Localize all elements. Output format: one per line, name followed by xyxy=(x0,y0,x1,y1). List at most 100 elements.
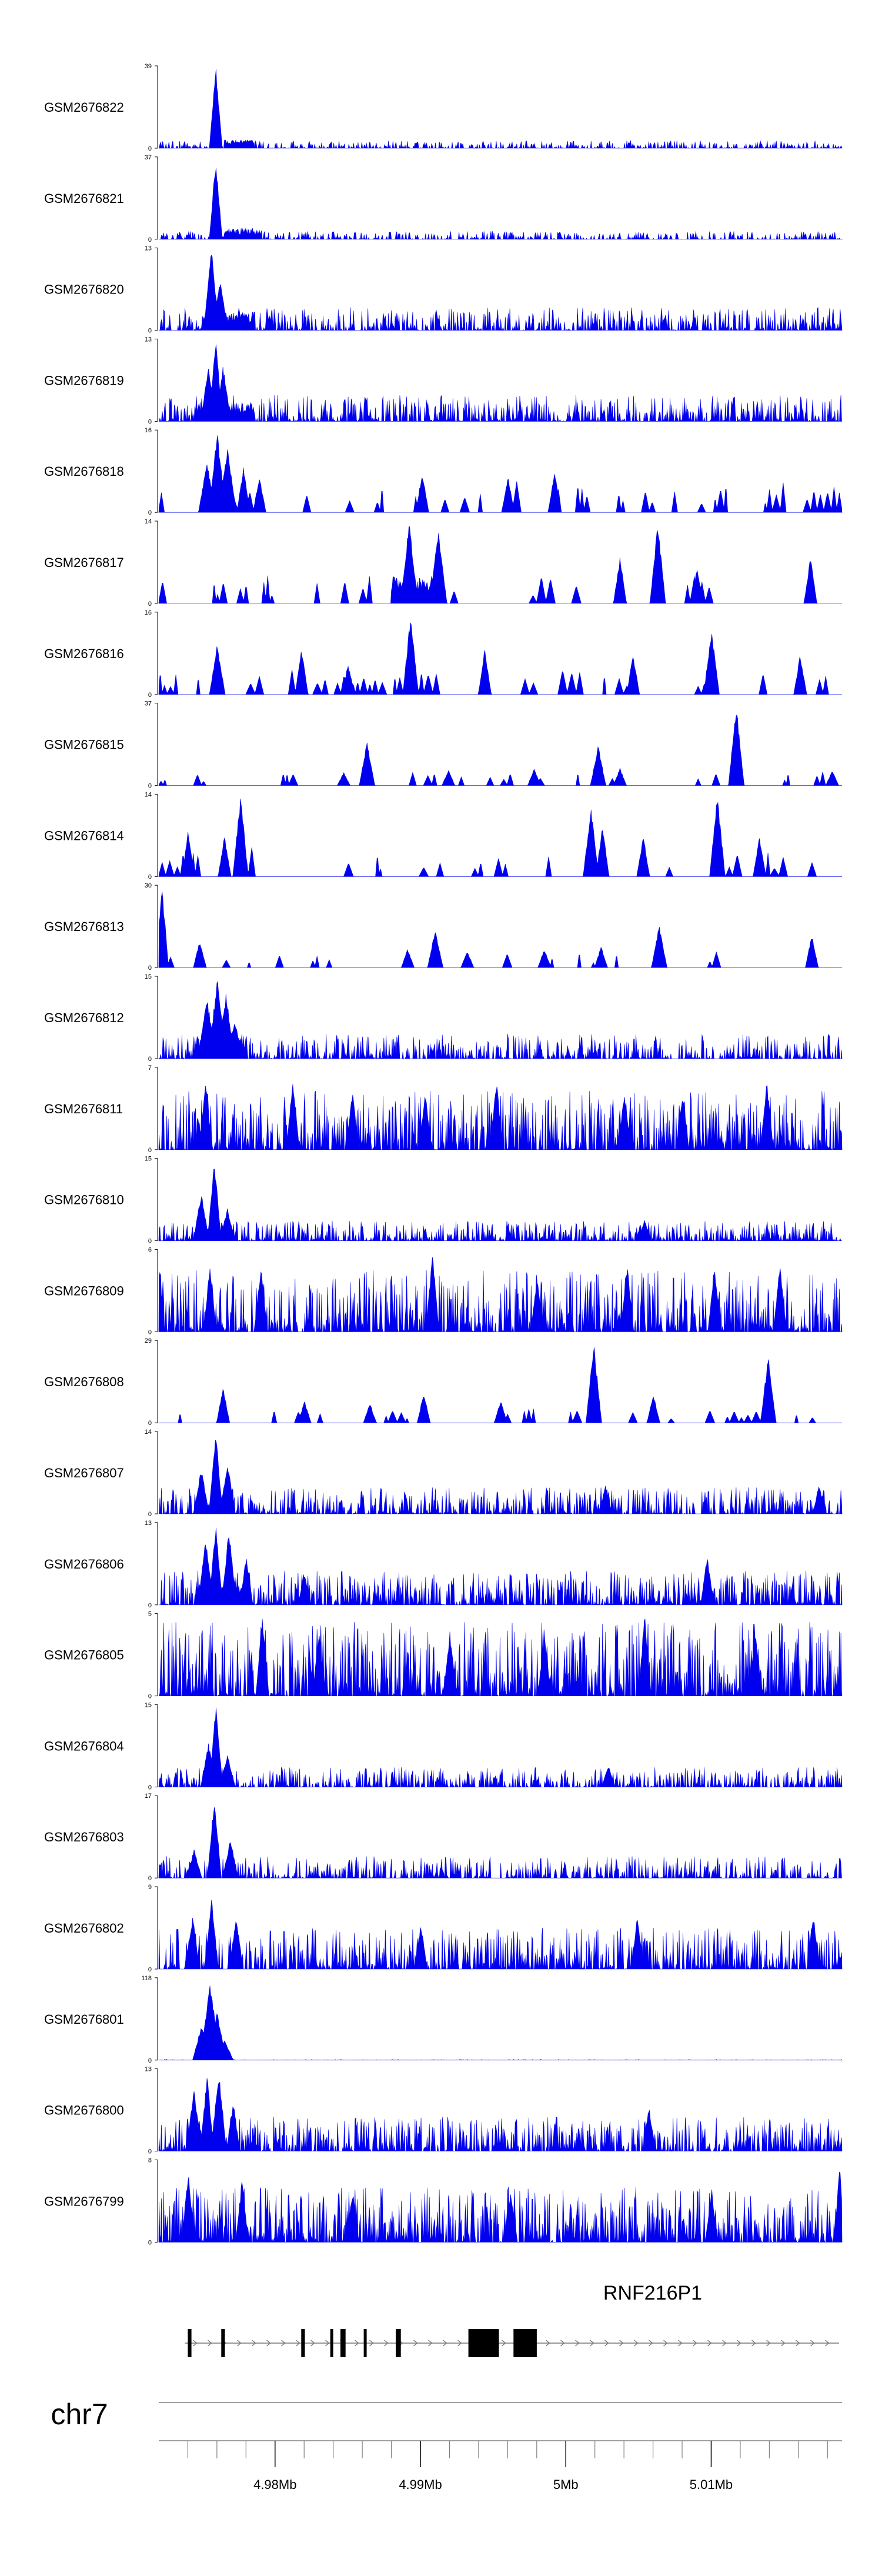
y-max-label: 8 xyxy=(148,2157,152,2164)
track-GSM2676822: GSM2676822 39 0 xyxy=(44,63,843,152)
tick-label: 5Mb xyxy=(553,2477,579,2492)
track-GSM2676806: GSM2676806 13 0 xyxy=(44,1520,843,1609)
y-min-label: 0 xyxy=(148,1784,152,1791)
track-GSM2676811: GSM2676811 7 0 xyxy=(44,1065,843,1154)
y-max-label: 14 xyxy=(145,791,152,798)
y-min-label: 0 xyxy=(148,1511,152,1518)
y-max-label: 30 xyxy=(145,882,152,889)
track-label: GSM2676807 xyxy=(44,1466,124,1480)
strand-arrow-icon xyxy=(237,2340,242,2347)
track-GSM2676819: GSM2676819 13 0 xyxy=(44,336,842,425)
strand-arrow-icon xyxy=(707,2340,712,2347)
strand-arrow-icon xyxy=(751,2340,756,2347)
strand-arrow-icon xyxy=(355,2340,359,2347)
coverage-area xyxy=(158,798,842,877)
coverage-area xyxy=(158,1900,843,1970)
track-label: GSM2676813 xyxy=(44,919,124,934)
track-GSM2676804: GSM2676804 15 0 xyxy=(44,1701,843,1791)
y-min-label: 0 xyxy=(148,2239,152,2246)
y-min-label: 0 xyxy=(148,145,152,152)
coverage-area xyxy=(159,344,842,422)
track-GSM2676809: GSM2676809 6 0 xyxy=(44,1246,843,1336)
gene-exon xyxy=(301,2329,305,2357)
track-label: GSM2676801 xyxy=(44,2012,124,2027)
y-max-label: 5 xyxy=(148,1611,152,1618)
gene-name-label: RNF216P1 xyxy=(603,2282,702,2304)
track-label: GSM2676806 xyxy=(44,1557,124,1571)
y-max-label: 39 xyxy=(145,63,152,70)
y-max-label: 14 xyxy=(145,1429,152,1436)
track-label: GSM2676810 xyxy=(44,1193,124,1207)
coverage-area xyxy=(159,69,843,149)
track-label: GSM2676814 xyxy=(44,828,124,843)
strand-arrow-icon xyxy=(428,2340,433,2347)
y-min-label: 0 xyxy=(148,1238,152,1245)
track-label: GSM2676818 xyxy=(44,464,124,479)
y-max-label: 15 xyxy=(145,1701,152,1709)
strand-arrow-icon xyxy=(604,2340,609,2347)
track-label: GSM2676816 xyxy=(44,646,124,661)
track-GSM2676814: GSM2676814 14 0 xyxy=(44,791,842,880)
y-max-label: 37 xyxy=(145,700,152,708)
track-label: GSM2676812 xyxy=(44,1010,124,1025)
coverage-area xyxy=(159,168,843,240)
strand-arrow-icon xyxy=(296,2340,300,2347)
strand-arrow-icon xyxy=(208,2340,212,2347)
strand-arrow-icon xyxy=(310,2340,315,2347)
coverage-area xyxy=(159,1527,843,1606)
y-max-label: 9 xyxy=(148,1884,152,1891)
y-min-label: 0 xyxy=(148,965,152,972)
track-label: GSM2676815 xyxy=(44,738,124,752)
strand-arrow-icon xyxy=(781,2340,786,2347)
gene-exon xyxy=(468,2329,499,2357)
y-min-label: 0 xyxy=(148,1875,152,1882)
y-max-label: 118 xyxy=(141,1975,152,1982)
y-max-label: 13 xyxy=(145,2066,152,2073)
strand-arrow-icon xyxy=(810,2340,815,2347)
track-label: GSM2676802 xyxy=(44,1921,124,1936)
coverage-area xyxy=(158,1169,842,1242)
track-GSM2676808: GSM2676808 29 0 xyxy=(44,1337,842,1427)
y-min-label: 0 xyxy=(148,600,152,608)
strand-arrow-icon xyxy=(693,2340,697,2347)
strand-arrow-icon xyxy=(649,2340,653,2347)
y-min-label: 0 xyxy=(148,509,152,516)
coverage-area xyxy=(158,526,842,604)
y-min-label: 0 xyxy=(148,1693,152,1700)
track-label: GSM2676800 xyxy=(44,2103,124,2118)
strand-arrow-icon xyxy=(678,2340,683,2347)
coverage-area xyxy=(158,1257,843,1333)
coverage-area xyxy=(158,981,843,1060)
chromosome-label: chr7 xyxy=(51,2398,108,2431)
strand-arrow-icon xyxy=(796,2340,800,2347)
y-max-label: 16 xyxy=(145,427,152,434)
y-max-label: 6 xyxy=(148,1246,152,1253)
track-label: GSM2676822 xyxy=(44,100,124,115)
track-label: GSM2676803 xyxy=(44,1830,124,1844)
strand-arrow-icon xyxy=(252,2340,256,2347)
strand-arrow-icon xyxy=(266,2340,271,2347)
track-GSM2676815: GSM2676815 37 0 xyxy=(44,700,842,790)
strand-arrow-icon xyxy=(722,2340,727,2347)
y-min-label: 0 xyxy=(148,1147,152,1154)
track-GSM2676805: GSM2676805 5 0 xyxy=(44,1611,843,1700)
track-GSM2676803: GSM2676803 17 0 xyxy=(44,1793,842,1882)
track-label: GSM2676805 xyxy=(44,1648,124,1663)
strand-arrow-icon xyxy=(384,2340,389,2347)
track-label: GSM2676811 xyxy=(44,1102,123,1116)
strand-arrow-icon xyxy=(281,2340,286,2347)
strand-arrow-icon xyxy=(560,2340,565,2347)
track-GSM2676799: GSM2676799 8 0 xyxy=(44,2157,843,2246)
y-min-label: 0 xyxy=(148,783,152,790)
y-min-label: 0 xyxy=(148,1602,152,1609)
track-GSM2676818: GSM2676818 16 0 xyxy=(44,427,843,516)
y-max-label: 14 xyxy=(145,518,152,525)
strand-arrow-icon xyxy=(457,2340,462,2347)
strand-arrow-icon xyxy=(443,2340,447,2347)
y-min-label: 0 xyxy=(148,328,152,335)
y-max-label: 29 xyxy=(145,1337,152,1344)
strand-arrow-icon xyxy=(546,2340,550,2347)
coverage-area xyxy=(159,1439,843,1515)
y-max-label: 17 xyxy=(145,1793,152,1800)
y-min-label: 0 xyxy=(148,692,152,699)
